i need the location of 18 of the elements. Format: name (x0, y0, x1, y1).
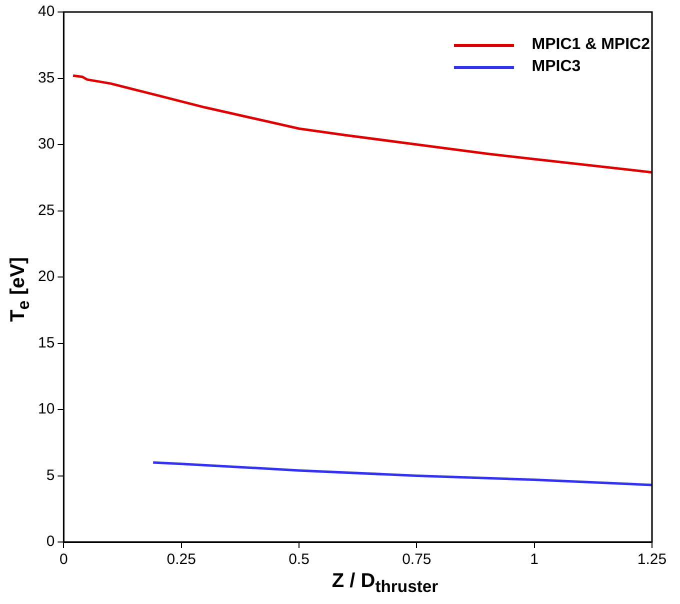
x-tick-label: 0 (60, 551, 68, 568)
x-tick-label: 0.25 (166, 551, 196, 568)
x-tick-label: 1.25 (637, 551, 667, 568)
y-tick-label: 30 (38, 136, 55, 153)
y-tick-label: 20 (38, 268, 55, 286)
y-tick-label: 35 (38, 69, 55, 86)
x-tick-label: 1 (530, 551, 539, 568)
y-tick-label: 25 (38, 202, 55, 219)
y-tick-label: 40 (38, 3, 55, 20)
y-tick-label: 5 (46, 466, 55, 484)
x-tick-label: 0.75 (402, 551, 432, 568)
x-tick-label: 0.5 (288, 551, 310, 568)
legend-label: MPIC1 & MPIC2 (532, 36, 650, 54)
y-tick-label: 15 (38, 334, 55, 352)
y-tick-label: 0 (46, 533, 55, 550)
x-axis-title: Z / D$_{thruster}$ (330, 570, 440, 597)
y-tick-label: 10 (38, 400, 55, 418)
legend-label: MPIC3 (532, 58, 581, 76)
